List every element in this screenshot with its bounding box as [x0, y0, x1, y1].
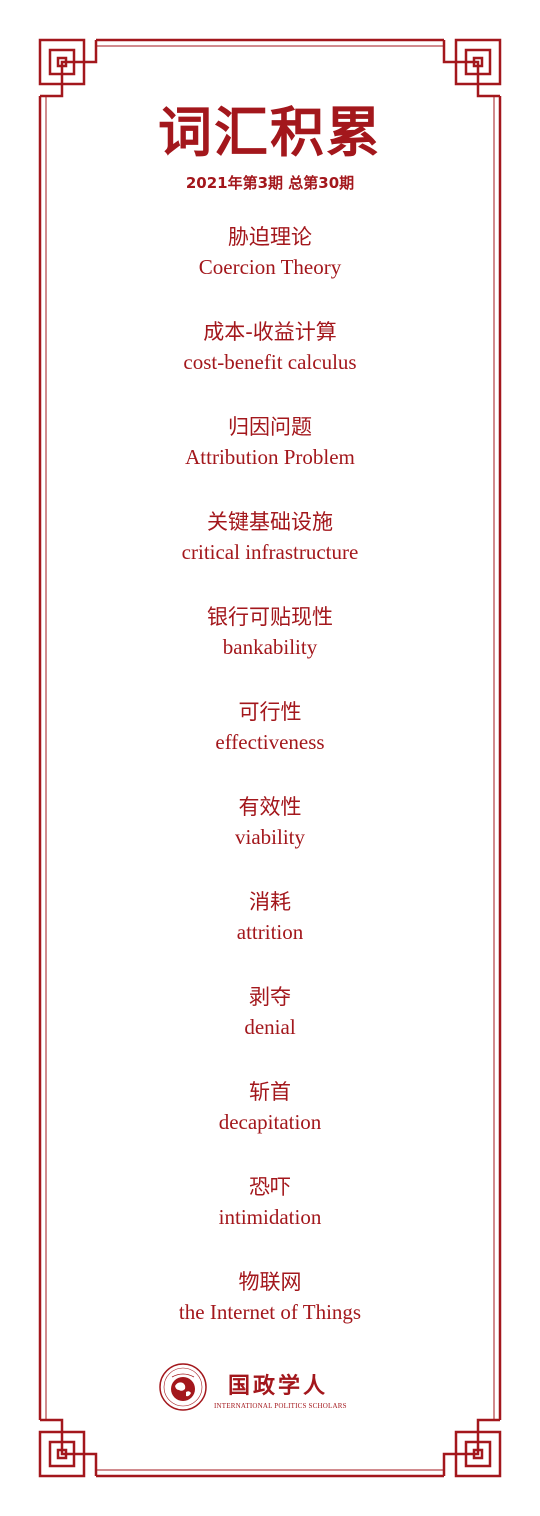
term-chinese: 胁迫理论 [228, 225, 312, 249]
corner-bottom-left [38, 1418, 98, 1478]
brand-logo: 国政学人 INTERNATIONAL POLITICS SCHOLARS [158, 1362, 388, 1418]
page-title: 词汇积累 [158, 100, 382, 164]
vocab-item: 物联网 the Internet of Things [0, 1267, 540, 1362]
term-chinese: 剥夺 [249, 985, 291, 1009]
term-english: decapitation [218, 1110, 322, 1134]
term-chinese: 归因问题 [228, 415, 312, 439]
vocab-item: 剥夺 denial [0, 982, 540, 1077]
term-english: bankability [222, 635, 318, 659]
vocab-item: 归因问题 Attribution Problem [0, 412, 540, 507]
vocab-item: 消耗 attrition [0, 887, 540, 982]
term-english: the Internet of Things [178, 1300, 362, 1324]
term-chinese: 银行可贴现性 [207, 605, 333, 629]
issue-info: 2021年第3期 总第30期 [185, 174, 355, 192]
corner-bottom-right [442, 1418, 502, 1478]
vocab-item: 恐吓 intimidation [0, 1172, 540, 1267]
term-chinese: 有效性 [238, 795, 302, 819]
corner-top-left [38, 38, 98, 98]
term-english: cost-benefit calculus [183, 350, 357, 374]
term-chinese: 物联网 [238, 1270, 302, 1294]
term-english: Coercion Theory [198, 255, 342, 279]
vocab-item: 有效性 viability [0, 792, 540, 887]
term-english: attrition [236, 920, 304, 944]
vocab-item: 银行可贴现性 bankability [0, 602, 540, 697]
vocab-item: 斩首 decapitation [0, 1077, 540, 1172]
corner-top-right [442, 38, 502, 98]
logo-name: 国政学人 [228, 1374, 329, 1399]
term-english: effectiveness [215, 730, 325, 754]
term-english: Attribution Problem [185, 445, 355, 469]
term-chinese: 消耗 [249, 890, 291, 914]
term-chinese: 恐吓 [249, 1175, 291, 1199]
vocab-item: 成本-收益计算 cost-benefit calculus [0, 317, 540, 412]
term-english: intimidation [218, 1205, 322, 1229]
term-english: viability [235, 825, 305, 849]
vocabulary-list: 胁迫理论 Coercion Theory 成本-收益计算 cost-benefi… [0, 222, 540, 1362]
term-chinese: 关键基础设施 [207, 510, 333, 534]
term-english: critical infrastructure [181, 540, 359, 564]
vocab-item: 胁迫理论 Coercion Theory [0, 222, 540, 317]
term-chinese: 可行性 [238, 700, 302, 724]
vocab-item: 可行性 effectiveness [0, 697, 540, 792]
globe-seal-icon [159, 1363, 207, 1411]
term-chinese: 成本-收益计算 [203, 320, 337, 344]
vocab-item: 关键基础设施 critical infrastructure [0, 507, 540, 602]
term-chinese: 斩首 [249, 1080, 291, 1104]
term-english: denial [244, 1015, 296, 1039]
logo-subtitle: INTERNATIONAL POLITICS SCHOLARS [214, 1402, 347, 1410]
